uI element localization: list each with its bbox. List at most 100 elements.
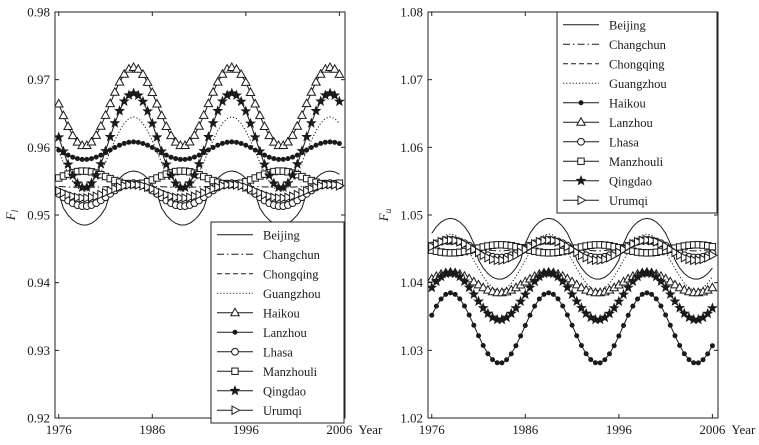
data-point	[198, 145, 210, 156]
series-haikou	[429, 290, 715, 366]
data-point	[329, 89, 341, 101]
data-point	[247, 183, 257, 194]
series-guangzhou	[431, 233, 713, 291]
data-point	[629, 238, 639, 249]
data-point	[699, 254, 709, 265]
legend: Beijing Changchun Chongqing Guangzhou Haikou…	[210, 221, 345, 424]
legend-label: Guangzhou	[263, 287, 321, 301]
data-point	[88, 156, 94, 162]
data-point	[196, 152, 202, 158]
data-point	[576, 282, 587, 292]
legend-label: Lanzhou	[609, 116, 653, 130]
data-point	[265, 191, 275, 202]
data-point	[301, 131, 313, 142]
data-point	[118, 95, 130, 106]
data-point	[209, 183, 219, 194]
data-point	[691, 360, 697, 366]
data-point	[290, 154, 296, 160]
y-axis-label: Fu	[376, 208, 393, 222]
data-point	[625, 312, 631, 318]
data-point	[704, 252, 714, 263]
y-tick-label: 1.07	[400, 72, 423, 87]
data-point	[333, 95, 345, 107]
data-point	[615, 247, 625, 258]
legend-label: Haikou	[263, 306, 301, 320]
data-point	[210, 144, 216, 150]
data-point	[321, 179, 331, 190]
data-point	[630, 303, 636, 309]
data-point	[621, 322, 627, 328]
data-point	[133, 63, 144, 73]
data-point	[705, 351, 711, 357]
data-point	[638, 235, 648, 246]
legend-label: Chongqing	[263, 267, 319, 281]
data-point	[229, 139, 235, 145]
data-point	[686, 357, 692, 363]
data-point	[433, 303, 439, 309]
data-point	[117, 142, 123, 148]
data-point	[604, 307, 615, 319]
series-guangzhou	[58, 116, 340, 192]
data-point	[552, 270, 564, 282]
x-tick-label: 1976	[419, 422, 446, 437]
data-point	[137, 95, 149, 107]
data-point	[223, 179, 233, 190]
data-point	[301, 98, 312, 108]
series-beijing	[58, 170, 340, 226]
data-point	[236, 68, 247, 78]
data-point	[465, 241, 475, 252]
data-point	[671, 247, 681, 258]
legend-marker	[577, 157, 585, 165]
data-point	[111, 183, 121, 194]
data-point	[669, 279, 681, 289]
data-point	[151, 131, 163, 142]
legend-label: Chongqing	[609, 57, 665, 71]
data-point	[618, 288, 629, 300]
data-point	[214, 182, 224, 193]
series-line	[58, 170, 340, 226]
data-point	[104, 131, 116, 142]
data-point	[531, 238, 541, 249]
data-point	[480, 342, 486, 348]
series-qingdao	[55, 87, 345, 193]
data-point	[79, 156, 85, 162]
data-point	[566, 288, 578, 299]
data-point	[532, 303, 538, 309]
data-point	[194, 120, 205, 130]
data-point	[114, 105, 126, 116]
data-point	[635, 296, 641, 302]
data-point	[650, 270, 662, 282]
data-point	[176, 192, 186, 204]
legend-label: Haikou	[609, 96, 647, 110]
data-point	[232, 179, 243, 190]
data-point	[315, 68, 326, 78]
data-point	[261, 189, 271, 200]
data-point	[575, 302, 587, 313]
data-point	[95, 158, 107, 169]
data-point	[163, 152, 169, 158]
data-point	[611, 343, 617, 349]
data-point	[517, 247, 527, 258]
legend-label: Beijing	[263, 228, 301, 242]
data-point	[291, 158, 303, 169]
legend-marker	[229, 385, 241, 396]
data-point	[708, 250, 718, 261]
data-point	[279, 192, 289, 204]
y-axis-label-sub: l	[10, 209, 20, 212]
data-point	[318, 140, 324, 146]
data-point	[87, 192, 98, 203]
data-point	[332, 139, 338, 145]
data-point	[563, 241, 573, 252]
legend-label: Lhasa	[609, 135, 639, 149]
data-point	[131, 139, 137, 145]
data-point	[248, 145, 254, 151]
data-point	[535, 236, 545, 247]
data-point	[237, 180, 247, 191]
data-point	[490, 357, 496, 363]
data-point	[114, 76, 125, 86]
data-point	[665, 276, 676, 286]
data-point	[313, 142, 319, 148]
data-point	[446, 234, 456, 246]
